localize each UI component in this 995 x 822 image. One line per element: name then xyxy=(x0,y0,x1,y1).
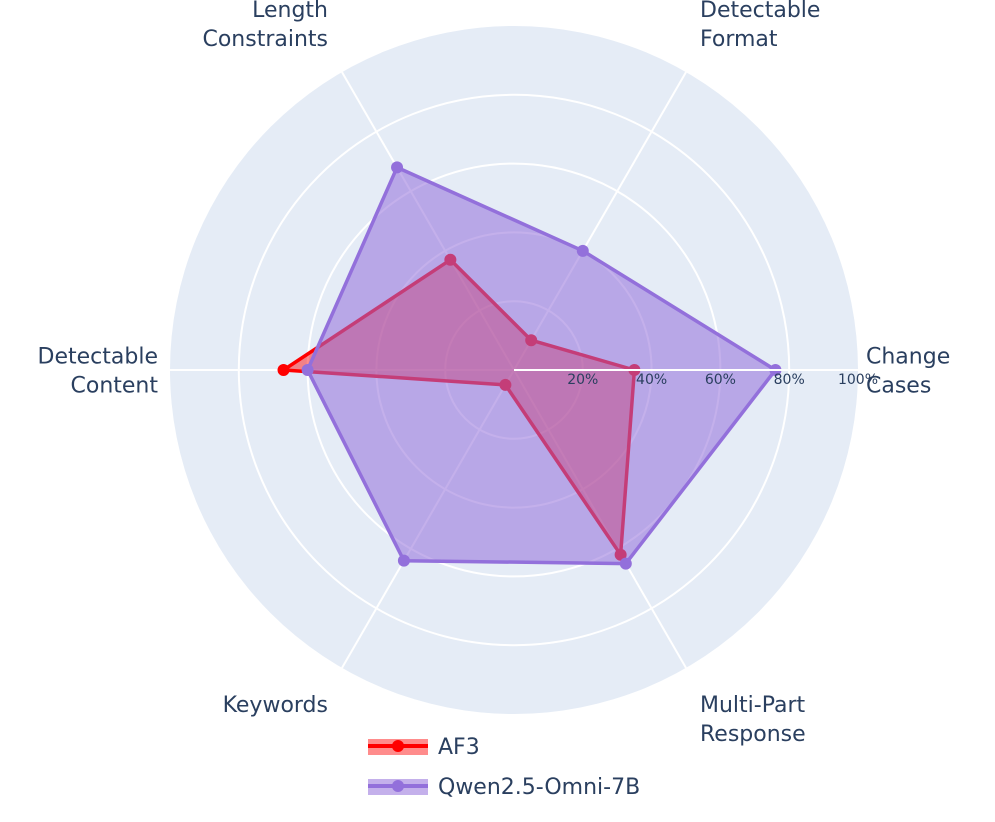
legend-item-af3: AF3 xyxy=(368,735,480,760)
category-labels: Change Cases Detectable Format Length Constra… xyxy=(38,0,951,747)
category-label-line: Response xyxy=(700,722,806,747)
category-label-line: Detectable xyxy=(700,0,820,23)
category-label-line: Length xyxy=(252,0,328,23)
legend-swatch-marker xyxy=(392,740,404,752)
radial-tick-label: 20% xyxy=(567,372,598,388)
category-label-4: Keywords xyxy=(223,693,328,718)
category-label-line: Cases xyxy=(866,374,931,399)
category-label-line: Format xyxy=(700,27,778,52)
radial-tick-label: 80% xyxy=(774,372,805,388)
series-point-qwen2-5-omni-7b-3 xyxy=(301,364,314,376)
category-label-5: Multi-Part Response xyxy=(700,693,806,747)
legend-swatch-marker xyxy=(392,780,404,792)
series-point-qwen2-5-omni-7b-5 xyxy=(619,557,632,570)
series-point-qwen2-5-omni-7b-2 xyxy=(391,161,404,174)
series-point-qwen2-5-omni-7b-4 xyxy=(397,554,410,567)
radial-tick-label: 60% xyxy=(705,372,736,388)
legend-item-qwen2-5-omni-7b: Qwen2.5-Omni-7B xyxy=(368,775,640,800)
category-label-line: Content xyxy=(71,374,159,399)
category-label-3: Detectable Content xyxy=(38,345,159,399)
category-label-line: Change xyxy=(866,345,950,370)
legend-label: AF3 xyxy=(438,735,480,760)
series-layer xyxy=(277,161,782,570)
series-point-qwen2-5-omni-7b-1 xyxy=(576,244,589,257)
category-label-0: Change Cases xyxy=(866,345,950,399)
category-label-1: Detectable Format xyxy=(700,0,820,52)
radial-tick-label: 100% xyxy=(838,372,878,388)
radial-tick-labels: 20% 40% 60% 80% 100% xyxy=(514,369,878,388)
radial-tick-label: 40% xyxy=(636,372,667,388)
category-label-line: Detectable xyxy=(38,345,158,370)
legend: AF3 Qwen2.5-Omni-7B xyxy=(368,735,640,800)
series-point-af3-3 xyxy=(277,364,290,376)
series-area-qwen2-5-omni-7b xyxy=(307,167,776,564)
category-label-line: Constraints xyxy=(202,27,328,52)
category-label-line: Multi-Part xyxy=(700,693,806,718)
category-label-line: Keywords xyxy=(223,693,328,718)
category-label-2: Length Constraints xyxy=(202,0,328,52)
legend-label: Qwen2.5-Omni-7B xyxy=(438,775,640,800)
